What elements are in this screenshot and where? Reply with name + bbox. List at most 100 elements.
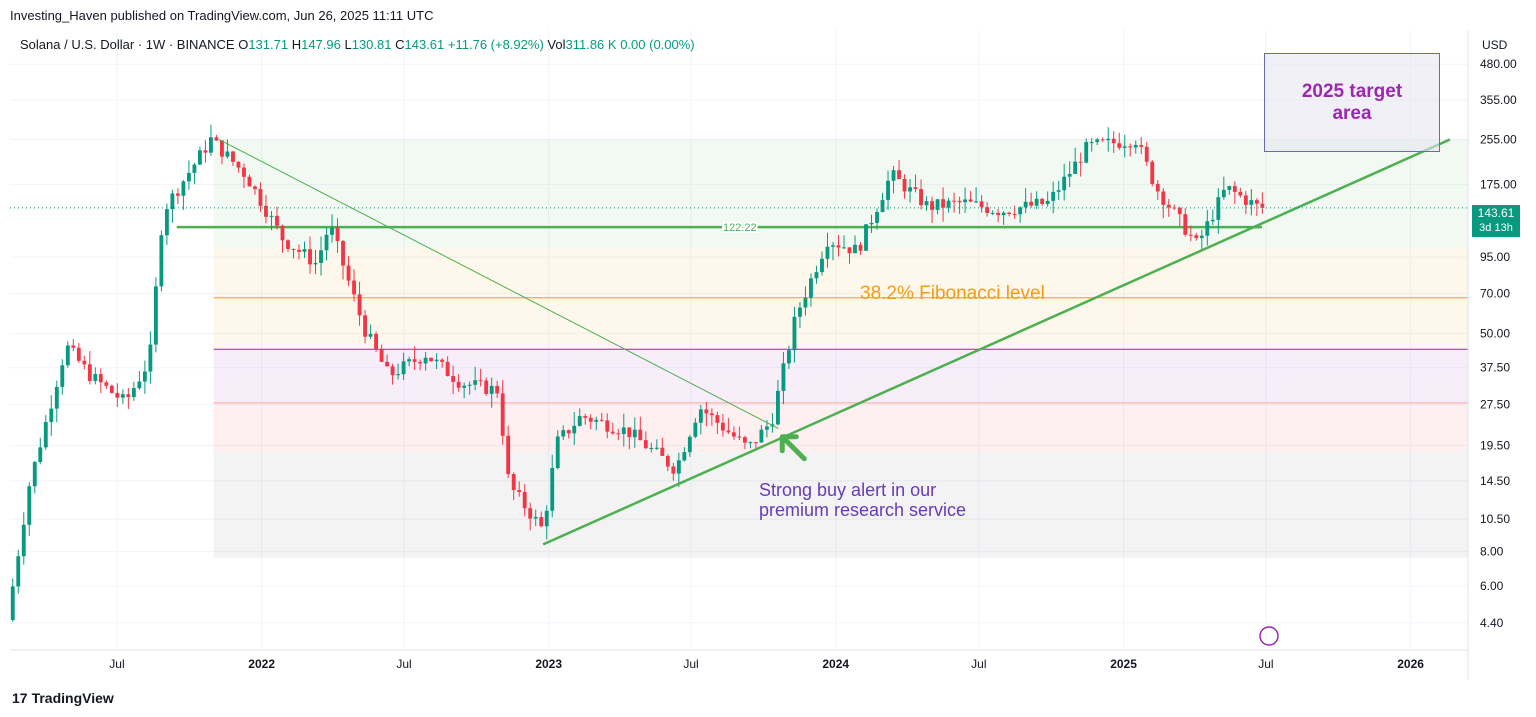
- candle-body: [555, 436, 560, 469]
- candle-body: [693, 422, 698, 437]
- x-tick-label: Jul: [683, 657, 698, 671]
- target-area-box[interactable]: 2025 target area: [1264, 53, 1440, 152]
- candle-body: [842, 247, 846, 249]
- candle-body: [963, 199, 968, 203]
- candle-body: [21, 524, 26, 557]
- candle-body: [1210, 219, 1215, 222]
- candle-body: [346, 265, 351, 281]
- candle-body: [941, 199, 945, 208]
- candle-body: [142, 371, 147, 382]
- candle-body: [979, 201, 984, 208]
- candle-body: [396, 374, 401, 376]
- candle-body: [225, 151, 230, 157]
- candle-body: [572, 425, 577, 434]
- buy-alert-label: Strong buy alert in our premium research…: [759, 480, 1019, 520]
- candle-body: [137, 381, 142, 389]
- candle-body: [1128, 146, 1133, 148]
- candle-body: [665, 455, 670, 467]
- candle-body: [1029, 201, 1034, 206]
- candle-body: [192, 164, 197, 173]
- candle-body: [1249, 200, 1254, 205]
- candle-body: [197, 150, 202, 165]
- candle-body: [489, 385, 494, 394]
- candle-body: [902, 179, 907, 192]
- candle-body: [1100, 139, 1105, 141]
- candle-body: [946, 200, 951, 208]
- candle-body: [308, 249, 312, 265]
- candle-body: [968, 199, 973, 202]
- candle-body: [170, 193, 175, 210]
- candle-body: [407, 359, 412, 362]
- candle-body: [385, 361, 390, 367]
- candle-body: [814, 272, 819, 279]
- candle-body: [1122, 146, 1127, 148]
- candle-body: [429, 357, 434, 362]
- candle-body: [324, 234, 329, 251]
- y-tick-label: 4.40: [1480, 616, 1504, 630]
- candle-body: [776, 390, 780, 425]
- candle-body: [209, 137, 213, 153]
- candle-body: [798, 307, 802, 317]
- tradingview-logo-icon: 17: [12, 690, 28, 706]
- candle-body: [875, 211, 879, 223]
- buy-arrow-icon: [779, 434, 807, 462]
- candle-body: [297, 249, 301, 252]
- target-line-1: 2025 target: [1301, 80, 1403, 102]
- candle-body: [1161, 191, 1166, 205]
- candle-body: [357, 294, 362, 316]
- candle-body: [181, 181, 186, 196]
- candle-body: [660, 447, 665, 456]
- candle-body: [974, 201, 979, 203]
- candle-body: [957, 200, 962, 203]
- candle-body: [539, 517, 544, 527]
- candle-body: [996, 212, 1001, 216]
- candle-body: [621, 427, 626, 434]
- candle-body: [858, 244, 863, 251]
- currency-label[interactable]: USD: [1482, 38, 1508, 52]
- candle-body: [456, 381, 461, 388]
- candle-body: [1095, 139, 1100, 143]
- candle-body: [891, 170, 896, 181]
- candle-body: [93, 374, 98, 381]
- open-label: O: [238, 37, 249, 52]
- candle-body: [748, 442, 753, 444]
- candle-body: [341, 241, 345, 266]
- candle-body: [924, 201, 929, 206]
- candle-body: [1188, 234, 1193, 236]
- candle-body: [820, 258, 824, 273]
- candle-body: [54, 386, 59, 409]
- candle-body: [280, 225, 285, 241]
- candle-body: [49, 408, 54, 423]
- x-tick-label: Jul: [1258, 657, 1273, 671]
- candle-body: [269, 215, 274, 217]
- candle-body: [1227, 186, 1232, 190]
- candle-body: [1166, 204, 1171, 208]
- candle-body: [412, 359, 417, 362]
- candle-body: [98, 374, 103, 383]
- candle-body: [566, 430, 571, 434]
- candle-body: [159, 235, 164, 287]
- candle-body: [1001, 212, 1006, 216]
- vol-change-value: 0.00 (0.00%): [620, 37, 695, 52]
- candle-body: [704, 409, 709, 414]
- candle-body: [10, 586, 15, 621]
- candle-body: [247, 176, 252, 187]
- candle-body: [1254, 200, 1259, 204]
- tradingview-logo[interactable]: 17 TradingView: [12, 690, 114, 706]
- candle-body: [175, 193, 180, 196]
- chart-svg[interactable]: 122.22 480.00 355.00 255.00 175.00 95.00 70.00…: [0, 0, 1536, 690]
- candle-body: [390, 366, 395, 376]
- candle-body: [1243, 195, 1248, 205]
- candle-body: [1040, 198, 1045, 205]
- candle-body: [1260, 203, 1265, 208]
- candle-body: [43, 422, 48, 448]
- chart-area[interactable]: 122.22 480.00 355.00 255.00 175.00 95.00 70.00…: [10, 30, 1517, 680]
- candle-body: [32, 462, 37, 487]
- candle-body: [1067, 173, 1072, 177]
- candle-body: [781, 363, 786, 391]
- candle-body: [462, 385, 467, 388]
- target-line-2: area: [1332, 102, 1372, 124]
- x-tick-label: 2026: [1397, 657, 1424, 671]
- candle-body: [1056, 190, 1061, 192]
- candle-body: [203, 150, 208, 153]
